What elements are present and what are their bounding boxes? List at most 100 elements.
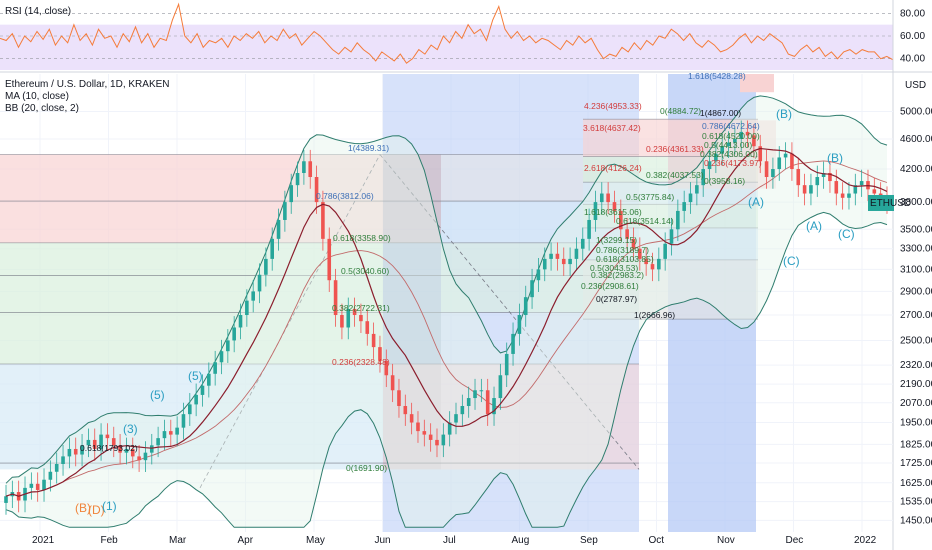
candle-body — [308, 161, 313, 178]
candle-body — [669, 229, 674, 244]
y-tick-label: 2320.00 — [900, 360, 932, 371]
candle-body — [283, 202, 287, 220]
candle-body — [80, 445, 84, 455]
candle-body — [593, 202, 598, 220]
candle-body — [149, 445, 154, 453]
candle-body — [130, 448, 135, 457]
candle-body — [561, 258, 566, 265]
candle-body — [435, 439, 439, 446]
y-tick-label: 4200.00 — [900, 164, 932, 175]
candle-body — [815, 177, 820, 186]
candle-body — [682, 202, 686, 211]
candle-body — [733, 138, 737, 143]
candle-body — [245, 300, 249, 316]
candle-body — [333, 280, 338, 316]
candle-body — [777, 157, 782, 170]
candle-body — [701, 169, 705, 186]
candle-body — [618, 210, 623, 230]
bb-upper — [5, 95, 888, 484]
candle-body — [504, 353, 509, 376]
candle-body — [599, 193, 604, 203]
x-tick-label: Jun — [375, 535, 391, 546]
fib-zone-left — [0, 275, 383, 313]
chart-overlay: RSI (14, close) Ethereum / U.S. Dollar, … — [5, 6, 926, 114]
candle-body — [289, 185, 294, 203]
candle-body — [460, 406, 465, 415]
candle-body — [99, 434, 103, 449]
rsi-band — [0, 24, 893, 71]
candle-body — [86, 439, 91, 446]
rsi-tick-label: 40.00 — [900, 54, 925, 65]
candle-body — [321, 202, 325, 239]
candle-body — [726, 142, 731, 147]
x-tick-label: Feb — [101, 535, 119, 546]
elliott-wave-label: (5) — [188, 369, 203, 383]
y-tick-label: 3300.00 — [900, 244, 932, 255]
candle-body — [872, 189, 877, 194]
ma-legend[interactable]: MA (10, close) — [5, 91, 69, 102]
fib-label-center: 0.5(3043.53) — [590, 263, 638, 273]
fib-label-right: 0.618(4520.00) — [702, 131, 760, 141]
fib-label-center: 1.618(3615.06) — [584, 207, 642, 217]
bb-legend[interactable]: BB (20, close, 2) — [5, 103, 79, 114]
candle-body — [92, 439, 97, 449]
fib-label-left: 0.236(2328.48) — [332, 357, 390, 367]
fib-label-right: 0.786(4672.64) — [702, 121, 760, 131]
y-tick-label: 1450.00 — [900, 515, 932, 526]
candle-body — [454, 414, 458, 423]
fib-trend-line — [199, 154, 381, 489]
candle-body — [466, 398, 471, 407]
candle-body — [625, 229, 629, 239]
candle-body — [352, 308, 357, 316]
candle-body — [168, 431, 173, 435]
candle-body — [485, 390, 490, 415]
candle-body — [105, 434, 110, 439]
fib-label-left: 0(1691.90) — [346, 463, 387, 473]
candle-body — [54, 463, 59, 472]
candle-body — [302, 161, 306, 174]
candle-body — [270, 238, 275, 259]
x-tick-label: May — [306, 535, 325, 546]
candle-body — [295, 173, 300, 186]
candle-body — [828, 173, 832, 182]
fib-label-right: 0.236(4361.33) — [646, 144, 704, 154]
y-tick-label: 1950.00 — [900, 418, 932, 429]
x-tick-label: 2021 — [32, 535, 55, 546]
candle-body — [663, 243, 667, 259]
fib-label-left: 0.618(3358.90) — [333, 233, 391, 243]
candle-body — [371, 333, 376, 348]
fib-label-left: 0.618(1793.02) — [80, 443, 138, 453]
candle-body — [213, 362, 217, 374]
fib-label-center: 1(3299.15) — [596, 235, 637, 245]
bb-basis — [5, 160, 888, 497]
candle-body — [359, 315, 363, 322]
y-tick-label: 1725.00 — [900, 458, 932, 469]
candle-body — [143, 452, 148, 461]
candle-body — [181, 414, 186, 428]
candle-body — [118, 445, 122, 453]
candle-body — [859, 181, 864, 186]
candle-body — [416, 422, 420, 432]
fib-zone-left — [0, 201, 383, 243]
candle-body — [314, 177, 319, 203]
candle-body — [498, 375, 503, 399]
fib-label-left: 0.786(3812.06) — [316, 191, 374, 201]
candle-body — [631, 238, 636, 249]
fib-label-left: 0.5(3040.60) — [341, 266, 389, 276]
candle-body — [834, 181, 839, 194]
candle-body — [650, 264, 655, 270]
symbol-legend[interactable]: Ethereum / U.S. Dollar, 1D, KRAKEN — [5, 79, 170, 90]
elliott-wave-label: (D) — [88, 503, 105, 517]
candle-body — [739, 131, 744, 139]
candle-body — [542, 258, 547, 270]
fib-label-right: 0.236(4173.97) — [704, 158, 762, 168]
candle-body — [207, 373, 211, 386]
elliott-wave-label: (A) — [806, 219, 822, 233]
candle-body — [492, 398, 496, 415]
candle-body — [764, 161, 769, 178]
candle-body — [853, 185, 858, 194]
candle-body — [523, 297, 528, 316]
candle-body — [257, 274, 262, 292]
candle-body — [276, 219, 281, 239]
x-tick-label: Jul — [443, 535, 456, 546]
